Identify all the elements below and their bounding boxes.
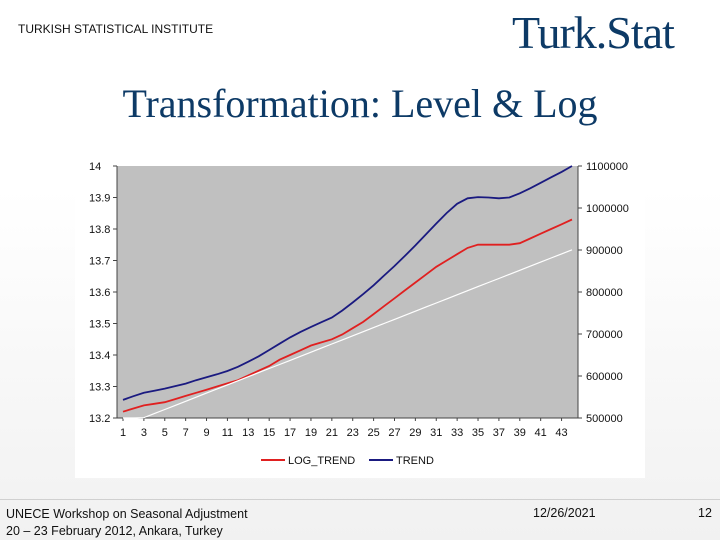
- institute-name: TURKISH STATISTICAL INSTITUTE: [18, 22, 214, 36]
- x-tick-label: 29: [409, 427, 421, 439]
- x-tick-label: 17: [284, 427, 296, 439]
- x-tick-label: 15: [263, 427, 275, 439]
- y-right-tick-label: 1100000: [586, 161, 628, 173]
- y-left-tick-label: 13.7: [89, 256, 110, 268]
- x-tick-label: 35: [472, 427, 484, 439]
- y-right-tick-label: 800000: [586, 287, 623, 299]
- y-left-tick-label: 14: [89, 161, 101, 173]
- y-left-tick-label: 13.3: [89, 382, 110, 394]
- x-tick-label: 43: [555, 427, 567, 439]
- legend-label-trend: TREND: [396, 455, 434, 467]
- x-tick-label: 39: [514, 427, 526, 439]
- y-left-tick-label: 13.5: [89, 319, 110, 331]
- y-left-tick-label: 13.4: [89, 350, 110, 362]
- footer-event-line1: UNECE Workshop on Seasonal Adjustment: [6, 507, 248, 521]
- footer-date: 12/26/2021: [533, 506, 596, 520]
- x-tick-label: 1: [120, 427, 126, 439]
- y-right-tick-label: 1000000: [586, 203, 629, 215]
- x-tick-label: 41: [535, 427, 547, 439]
- page-number: 12: [698, 506, 712, 520]
- x-tick-label: 37: [493, 427, 505, 439]
- y-right-tick-label: 600000: [586, 371, 623, 383]
- x-tick-label: 27: [388, 427, 400, 439]
- x-tick-label: 9: [203, 427, 209, 439]
- brand-logo-text: Turk.Stat: [512, 7, 675, 58]
- x-tick-label: 7: [183, 427, 189, 439]
- x-tick-label: 5: [162, 427, 168, 439]
- x-tick-label: 19: [305, 427, 317, 439]
- y-left-tick-label: 13.9: [89, 193, 110, 205]
- y-right-tick-label: 900000: [586, 245, 623, 257]
- chart: 13.2 13.3 13.4 13.5 13.6 13.7 13.8 13.9 14 500000…: [75, 148, 645, 478]
- plot-area: [117, 166, 578, 418]
- x-tick-label: 25: [367, 427, 379, 439]
- series-line-log-trend: [122, 218, 573, 413]
- footer-event: UNECE Workshop on Seasonal Adjustment 20…: [6, 506, 248, 540]
- x-tick-label: 33: [451, 427, 463, 439]
- x-tick-label: 13: [242, 427, 254, 439]
- y-left-tick-label: 13.6: [89, 287, 110, 299]
- x-tick-label: 3: [141, 427, 147, 439]
- y-right-tick-label: 700000: [586, 329, 623, 341]
- legend-label-log-trend: LOG_TREND: [288, 455, 355, 467]
- series-line-linear-fit: [123, 249, 573, 419]
- series-line-trend: [122, 165, 573, 401]
- x-tick-label: 21: [326, 427, 338, 439]
- footer-event-line2: 20 – 23 February 2012, Ankara, Turkey: [6, 524, 223, 538]
- y-left-tick-label: 13.2: [89, 413, 110, 425]
- y-right-tick-label: 500000: [586, 413, 623, 425]
- chart-container: 13.2 13.3 13.4 13.5 13.6 13.7 13.8 13.9 14 500000…: [75, 148, 645, 478]
- x-tick-label: 31: [430, 427, 442, 439]
- slide-title: Transformation: Level & Log: [122, 81, 598, 126]
- y-left-tick-label: 13.8: [89, 224, 110, 236]
- footer-divider: [0, 499, 720, 500]
- x-tick-label: 11: [222, 427, 233, 439]
- x-tick-label: 23: [347, 427, 359, 439]
